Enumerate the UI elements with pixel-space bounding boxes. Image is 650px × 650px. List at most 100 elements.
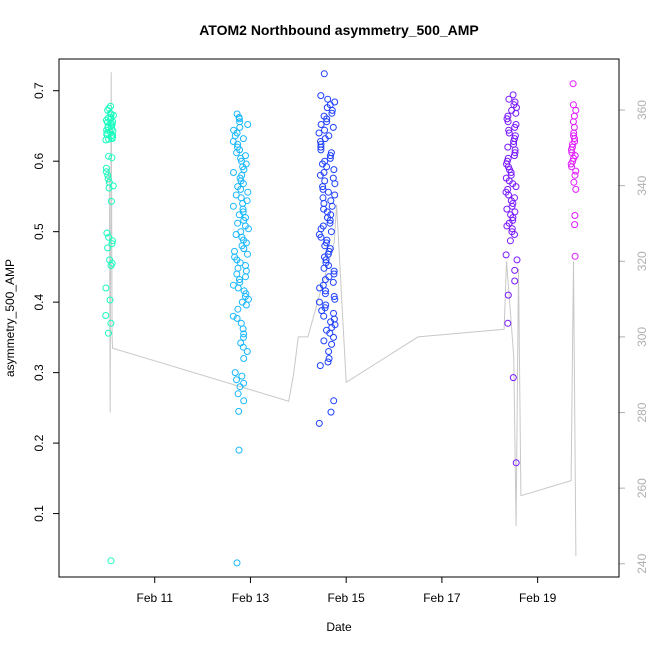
data-point (326, 329, 334, 337)
data-point (572, 167, 580, 175)
y-tick-label: 0.4 (32, 293, 46, 310)
data-point (244, 188, 252, 196)
data-point (503, 222, 511, 230)
data-point (512, 183, 520, 191)
data-point (331, 180, 339, 188)
data-point (237, 154, 245, 162)
data-point (315, 419, 323, 427)
data-point (320, 337, 328, 345)
chart-title: ATOM2 Northbound asymmetry_500_AMP (199, 22, 479, 38)
data-point (244, 121, 252, 128)
data-point (321, 126, 328, 134)
data-point (317, 233, 325, 241)
data-point (330, 166, 338, 174)
data-point (237, 185, 245, 193)
data-point (233, 559, 241, 567)
data-point (239, 180, 247, 188)
data-point (236, 383, 244, 391)
data-point (107, 262, 115, 269)
data-point (331, 295, 339, 303)
data-point (233, 149, 241, 157)
data-point (240, 379, 248, 387)
data-point (240, 355, 248, 362)
data-point (508, 202, 516, 210)
data-point (233, 376, 240, 384)
data-point (510, 152, 518, 160)
data-point (320, 264, 328, 272)
y-tick-label: 0.3 (32, 364, 46, 381)
data-point (245, 225, 252, 233)
data-point (509, 374, 517, 382)
data-point (328, 340, 336, 348)
data-point (511, 266, 519, 274)
x-tick-label: Feb 17 (423, 591, 461, 605)
data-point (327, 152, 334, 160)
data-point (102, 164, 110, 172)
data-point (108, 240, 116, 248)
data-point (104, 171, 112, 179)
data-point (240, 330, 248, 338)
data-point (503, 205, 511, 213)
data-point (567, 160, 575, 168)
data-point (317, 146, 325, 154)
data-point (509, 200, 517, 207)
data-point (571, 212, 579, 219)
data-point (511, 277, 519, 285)
data-point (505, 129, 513, 137)
data-point (244, 250, 251, 258)
data-point (108, 135, 116, 143)
data-point (505, 95, 513, 103)
data-point (329, 123, 337, 131)
y2-tick-label: 360 (635, 100, 649, 120)
data-point (104, 175, 112, 183)
data-point (107, 557, 115, 565)
data-point (321, 290, 329, 298)
data-point (328, 202, 336, 210)
data-point (569, 101, 577, 109)
y2-tick-label: 240 (635, 553, 649, 573)
data-point (234, 390, 242, 398)
data-point (568, 163, 576, 171)
data-point (507, 169, 515, 176)
data-point (103, 229, 111, 237)
data-point (506, 237, 514, 245)
data-point (510, 138, 518, 145)
data-point (102, 136, 110, 144)
y-axis-label: asymmetry_500_AMP (3, 259, 17, 377)
data-point (513, 256, 521, 264)
data-point (330, 333, 337, 341)
data-point (235, 211, 243, 219)
data-point (109, 127, 117, 135)
data-point (108, 154, 116, 162)
data-point (571, 171, 579, 179)
data-point (317, 92, 325, 100)
data-point (317, 121, 325, 128)
data-point (572, 185, 580, 193)
series-4 (502, 91, 521, 467)
data-point (231, 369, 239, 377)
data-point (242, 273, 249, 281)
data-point (242, 301, 250, 309)
data-point (240, 397, 248, 405)
data-point (315, 298, 323, 306)
y-tick-label: 0.5 (32, 223, 46, 240)
y2-tick-label: 280 (635, 402, 649, 422)
data-point (323, 163, 331, 171)
data-point (105, 152, 113, 160)
x-tick-label: Feb 13 (232, 591, 270, 605)
data-point (239, 325, 247, 333)
data-point (230, 169, 237, 176)
data-point (504, 319, 512, 327)
data-point (315, 129, 323, 137)
data-point (504, 291, 512, 299)
data-point (504, 118, 512, 126)
data-point (509, 214, 517, 222)
data-point (512, 109, 520, 117)
x-tick-label: Feb 11 (136, 591, 173, 605)
data-point (324, 95, 332, 103)
data-point (229, 202, 237, 210)
data-point (239, 205, 247, 213)
data-point (321, 242, 329, 250)
data-point (109, 182, 117, 190)
data-point (319, 183, 327, 191)
